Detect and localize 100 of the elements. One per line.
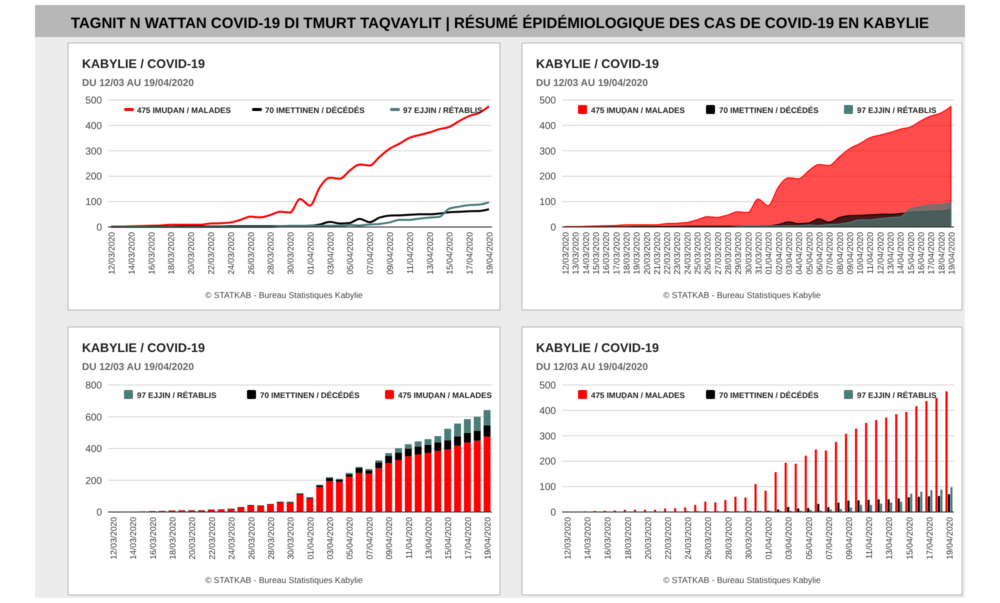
text: © STATKAB - Bureau Statistiques Kabylie bbox=[205, 290, 364, 300]
x-tick-label: 22/03/2020 bbox=[206, 232, 216, 275]
x-tick-label: 09/04/2020 bbox=[385, 232, 396, 275]
y-tick-label: 200 bbox=[85, 172, 102, 183]
x-tick-label: 28/03/2020 bbox=[266, 516, 276, 560]
legend-label: 70 IMETTINEN / DÉCÉDÉS bbox=[265, 105, 366, 115]
x-tick-label: 03/04/2020 bbox=[325, 516, 336, 560]
legend-label: 97 EJJIN / RÉTABLIS bbox=[857, 390, 938, 400]
x-tick-label: 29/03/2020 bbox=[733, 232, 744, 275]
x-tick-label: 28/03/2020 bbox=[266, 232, 276, 275]
x-tick-label: 20/03/2020 bbox=[187, 516, 198, 560]
chart-subtitle: DU 12/03 AU 19/04/2020 bbox=[82, 362, 194, 373]
x-tick-label: 14/03/2020 bbox=[126, 232, 136, 275]
x-tick-label: 17/04/2020 bbox=[462, 516, 473, 560]
x-tick-label: 18/03/2020 bbox=[622, 516, 633, 560]
y-tick-label: 100 bbox=[539, 197, 556, 208]
y-tick-label: 0 bbox=[550, 508, 556, 518]
text: © STATKAB - Bureau Statistiques Kabylie bbox=[663, 575, 822, 585]
legend-label: 70 IMETTINEN / DÉCÉDÉS bbox=[719, 105, 820, 115]
x-tick-label: 30/03/2020 bbox=[286, 232, 296, 275]
y-tick-label: 100 bbox=[539, 482, 556, 494]
chart-title: KABYLIE / COVID-19 bbox=[82, 57, 205, 71]
x-tick-label: 20/03/2020 bbox=[642, 232, 652, 275]
legend-label: 70 IMETTINEN / DÉCÉDÉS bbox=[719, 390, 820, 400]
y-tick-label: 300 bbox=[85, 146, 102, 158]
x-tick-label: 22/03/2020 bbox=[206, 516, 217, 560]
x-tick-label: 24/03/2020 bbox=[683, 516, 694, 560]
y-tick-label: 0 bbox=[96, 508, 102, 518]
x-tick-label: 06/04/2020 bbox=[814, 232, 824, 275]
y-tick-label: 400 bbox=[539, 406, 556, 417]
y-tick-label: 200 bbox=[85, 476, 102, 487]
x-tick-label: 05/04/2020 bbox=[804, 232, 814, 275]
x-tick-label: 15/04/2020 bbox=[904, 516, 914, 560]
y-tick-label: 500 bbox=[539, 380, 556, 392]
x-tick-label: 14/03/2020 bbox=[582, 516, 593, 560]
legend-label: 70 IMETTINEN / DÉCÉDÉS bbox=[260, 390, 360, 400]
x-tick-label: 15/04/2020 bbox=[444, 232, 455, 275]
x-tick-label: 16/04/2020 bbox=[916, 232, 926, 275]
x-tick-label: 19/04/2020 bbox=[484, 232, 494, 275]
x-tick-label: 13/04/2020 bbox=[424, 232, 435, 275]
x-tick-label: 22/03/2020 bbox=[663, 516, 674, 560]
x-tick-label: 30/03/2020 bbox=[286, 516, 296, 560]
legend-label: 475 IMUḌAN / MALADES bbox=[591, 391, 686, 400]
x-tick-label: 31/03/2020 bbox=[754, 232, 764, 275]
x-tick-label: 19/04/2020 bbox=[482, 516, 493, 560]
x-tick-label: 01/04/2020 bbox=[764, 516, 774, 560]
x-tick-label: 15/04/2020 bbox=[443, 516, 454, 560]
x-tick-label: 02/04/2020 bbox=[774, 232, 784, 275]
y-tick-label: 0 bbox=[96, 222, 102, 234]
x-tick-label: 12/03/2020 bbox=[560, 232, 570, 275]
x-tick-label: 22/03/2020 bbox=[662, 232, 672, 275]
x-tick-label: 15/04/2020 bbox=[906, 232, 916, 275]
y-tick-label: 400 bbox=[85, 444, 102, 455]
y-tick-label: 400 bbox=[85, 120, 102, 132]
x-tick-label: 21/03/2020 bbox=[652, 232, 662, 275]
x-tick-label: 12/03/2020 bbox=[108, 516, 118, 560]
x-tick-label: 18/03/2020 bbox=[166, 232, 176, 275]
x-tick-label: 17/04/2020 bbox=[924, 516, 934, 560]
y-tick-label: 300 bbox=[539, 146, 556, 158]
x-tick-label: 01/04/2020 bbox=[305, 232, 316, 275]
chart-title: KABYLIE / COVID-19 bbox=[82, 341, 205, 355]
x-tick-label: 07/04/2020 bbox=[824, 232, 835, 275]
x-tick-label: 30/03/2020 bbox=[743, 232, 754, 275]
x-tick-label: 15/03/2020 bbox=[590, 232, 601, 275]
x-tick-label: 05/04/2020 bbox=[344, 516, 355, 560]
chart-title: KABYLIE / COVID-19 bbox=[536, 341, 659, 355]
x-tick-label: 14/03/2020 bbox=[128, 516, 138, 560]
x-tick-label: 27/03/2020 bbox=[712, 232, 723, 275]
x-tick-label: 30/03/2020 bbox=[743, 516, 754, 560]
x-tick-label: 12/03/2020 bbox=[562, 516, 573, 560]
x-tick-label: 12/03/2020 bbox=[106, 232, 116, 275]
legend-label: 97 EJJIN / RÉTABLIS bbox=[857, 105, 938, 115]
x-tick-label: 18/04/2020 bbox=[936, 232, 946, 275]
x-tick-label: 13/04/2020 bbox=[886, 232, 896, 275]
y-tick-label: 600 bbox=[85, 412, 102, 424]
x-tick-label: 16/03/2020 bbox=[601, 232, 612, 275]
legend-label: 97 EJJIN / RÉTABLIS bbox=[403, 105, 484, 115]
x-tick-label: 10/04/2020 bbox=[855, 232, 866, 275]
x-tick-label: 08/04/2020 bbox=[834, 232, 845, 275]
x-tick-label: 17/03/2020 bbox=[611, 232, 622, 275]
x-tick-label: 26/03/2020 bbox=[246, 232, 256, 275]
x-tick-label: 20/03/2020 bbox=[642, 516, 653, 560]
x-tick-label: 26/03/2020 bbox=[703, 516, 714, 560]
x-tick-label: 19/03/2020 bbox=[632, 232, 642, 275]
x-tick-label: 17/04/2020 bbox=[464, 232, 475, 275]
x-tick-label: 09/04/2020 bbox=[384, 516, 394, 560]
x-tick-label: 01/04/2020 bbox=[305, 516, 316, 560]
x-tick-label: 19/04/2020 bbox=[946, 232, 956, 275]
x-tick-label: 17/04/2020 bbox=[926, 232, 936, 275]
x-tick-label: 05/04/2020 bbox=[804, 516, 814, 560]
x-tick-label: 25/03/2020 bbox=[692, 232, 703, 275]
x-tick-label: 11/04/2020 bbox=[404, 232, 415, 274]
chart-subtitle: DU 12/03 AU 19/04/2020 bbox=[536, 362, 648, 373]
y-tick-label: 800 bbox=[85, 380, 102, 392]
x-tick-label: 09/04/2020 bbox=[844, 516, 854, 560]
x-tick-label: 26/03/2020 bbox=[246, 516, 256, 560]
chart-title: KABYLIE / COVID-19 bbox=[536, 57, 659, 71]
x-tick-label: 07/04/2020 bbox=[364, 516, 374, 560]
chart-subtitle: DU 12/03 AU 19/04/2020 bbox=[82, 78, 194, 89]
text: © STATKAB - Bureau Statistiques Kabylie bbox=[205, 575, 364, 585]
